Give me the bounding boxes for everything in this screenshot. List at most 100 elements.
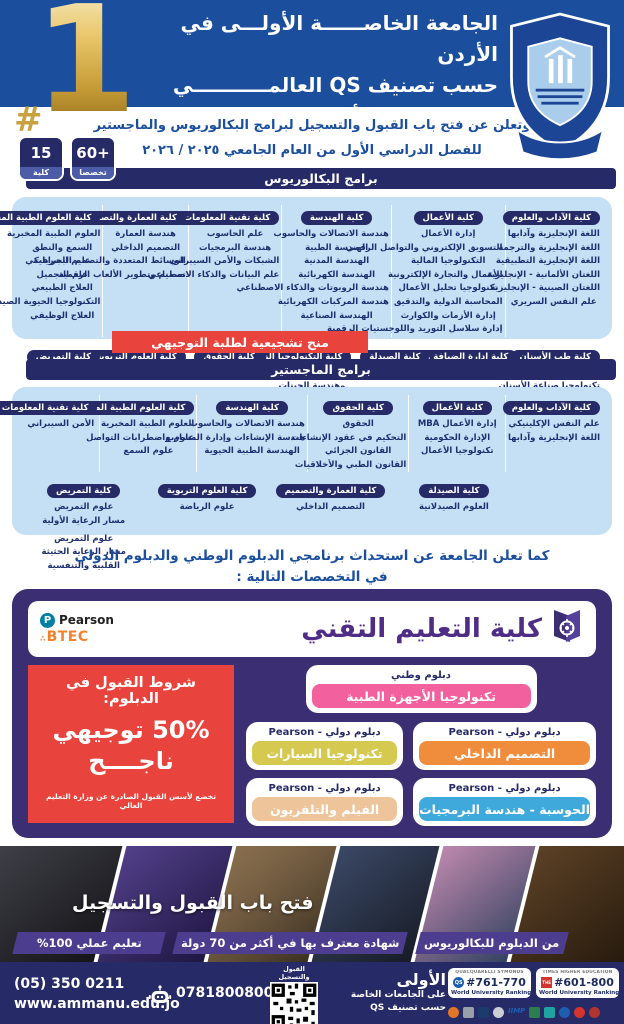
- pearson-btec-logos: P Pearson ∴BTEC: [40, 612, 114, 645]
- rank-hash-icon: #: [14, 100, 43, 140]
- faculty-column: كلية الأعمال إدارة الأعمال MBA الإدارة الح…: [408, 395, 505, 473]
- program-item: علم النفس الإكلينيكي: [508, 419, 600, 429]
- program-item: اللغة الإنجليزية وآدابها: [507, 229, 600, 239]
- national-diploma-program-pill: تكنولوجيا الأجهزة الطبية: [311, 684, 531, 708]
- master-faculties-row2: كلية الصيدلة العلوم الصيدلانية كلية العمار…: [22, 478, 602, 573]
- program-item: هندسة الإنشاءات وإدارة المشاريع: [165, 432, 305, 443]
- photo-strip: فتح باب القبول والتسجيل من الدبلوم للبكا…: [0, 846, 624, 962]
- program-item: القلبية والتنفسية: [47, 560, 120, 571]
- faculty-column: كلية الحقوق الحقوق التحكيم في عقود الإنشاء…: [291, 395, 408, 473]
- technical-college-panel: كلية التعليم التقني P Pearson ∴BTEC شروط…: [12, 589, 612, 838]
- faculty-column: كلية الصيدلة العلوم الصيدلانية: [392, 478, 515, 573]
- faculty-name-pill: كلية العمارة والتصميم: [275, 484, 386, 499]
- faculty-name-pill: كلية العلوم التربوية: [157, 484, 257, 499]
- program-item: السمع والنطق: [32, 242, 93, 253]
- the-org-name: TIMES HIGHER EDUCATION: [542, 970, 613, 975]
- mobile-number[interactable]: 0781800800: [176, 985, 274, 1001]
- qs-rank-value: #761-770: [466, 976, 526, 989]
- program-item: هندسة المركبات الكهربائية: [277, 296, 389, 307]
- faculty-column: كلية الهندسة هندسة الاتصالات والحاسوب الهن…: [236, 205, 391, 337]
- technical-college-icon: [554, 610, 580, 642]
- program-item: اللغة الإنجليزية وآدابها: [507, 432, 600, 443]
- program-item: الإدارة الحكومية: [424, 432, 491, 443]
- qs-logo-icon: QS: [453, 977, 465, 988]
- header-title: الجامعة الخاصــــــة الأولـــى في الأردن…: [128, 8, 498, 163]
- conditions-pass: ناجــــح: [88, 747, 174, 775]
- phone-number[interactable]: (05) 350 0211: [14, 976, 125, 992]
- program-item: القانون الجزائي: [324, 446, 392, 457]
- accreditation-logo: [574, 1007, 586, 1018]
- first-ranking-block: الأولى على الجامعات الخاصة حسب تصنيف QS: [336, 970, 446, 1015]
- diploma-program-pill: التصميم الداخلي: [419, 741, 590, 765]
- program-item: القانون الطبي والأخلاقيات: [294, 459, 407, 470]
- program-item: علوم التمريض: [54, 533, 114, 544]
- pearson-logo-text: Pearson: [59, 612, 114, 627]
- program-item: الأمن السيبراني: [27, 419, 95, 429]
- program-item: الوسائط المتعددة والتصميم الجرافيكي: [25, 256, 186, 267]
- faculty-column: كلية الأعمال إدارة الأعمال التسويق الإلكتر…: [327, 205, 505, 337]
- qs-ranking-card: QUACQUARELLI SYMONDS QS #761-770 World U…: [448, 968, 531, 998]
- program-item: العلوم الطبية المخبرية: [100, 419, 195, 429]
- diploma-type-label: دبلوم دولي - Pearson: [268, 783, 381, 794]
- program-item: المحاسبة الدولية والتدقيق: [393, 296, 503, 307]
- qr-label: القبول والتسجيل: [278, 965, 310, 981]
- world-ranking-badges: QUACQUARELLI SYMONDS QS #761-770 World U…: [448, 968, 619, 998]
- badge-practical-education: تعليم عملي 100%: [12, 932, 167, 954]
- bachelor-programs-panel: كلية الآداب والعلوم اللغة الإنجليزية وآدا…: [0, 197, 612, 391]
- technical-college-header: كلية التعليم التقني P Pearson ∴BTEC: [28, 601, 596, 657]
- faculty-column: كلية الآداب والعلوم اللغة الإنجليزية وآدا…: [487, 205, 603, 337]
- badge-diploma-to-bachelor: من الدبلوم للبكالوريوس: [414, 932, 569, 954]
- faculty-column: كلية تقنية المعلومات الأمن السيبراني: [0, 395, 99, 472]
- faculty-name-pill: كلية الحقوق: [323, 401, 393, 415]
- the-logo-icon: THE: [541, 977, 553, 988]
- program-item: وهندسة الجينات: [273, 380, 352, 394]
- accreditation-logo: [559, 1007, 571, 1018]
- qr-code[interactable]: [270, 982, 318, 1024]
- program-item: العلوم الصيدلانية: [418, 502, 489, 513]
- diploma-program-pill: الفيلم والتلفزيون: [252, 797, 398, 821]
- chatbot-icon: [148, 985, 172, 1003]
- program-item: تصميم وتطوير الألعاب الرقمية: [58, 269, 186, 280]
- header-title-line3: جامعة عمّان الأهليّة تهنئ الطلبة الناجحي…: [187, 104, 498, 159]
- program-item: علم البيانات والذكاء الاصطناعي: [147, 269, 280, 280]
- program-item: التكنولوجيا المالية: [411, 256, 486, 267]
- diploma-type-label: دبلوم دولي - Pearson: [448, 727, 561, 738]
- program-item: علوم التمريض: [54, 502, 114, 513]
- faculty-name-pill: كلية الأعمال: [422, 401, 492, 415]
- program-item: هندسة البرمجيات: [199, 242, 272, 253]
- admission-announcement: وتعلن عن فتح باب القبول والتسجيل لبرامج …: [72, 114, 552, 163]
- bachelor-programs-banner: برامج البكالوريوس: [26, 168, 616, 189]
- website-url[interactable]: www.ammanu.edu.jo: [14, 996, 180, 1013]
- the-rank-label: World University Ranking: [539, 990, 620, 996]
- program-item: التسويق الإلكتروني والتواصل الرقمي: [345, 242, 503, 253]
- program-item: هندسة الروبوتات والذكاء الاصطناعي: [236, 283, 389, 294]
- accreditation-logo: [448, 1007, 459, 1018]
- faculty-name-pill: كلية الهندسة: [216, 401, 288, 415]
- program-item: هندسة الاتصالات والحاسوب: [189, 419, 305, 429]
- header-title-line2: حسب تصنيف QS العالمـــــــــــي: [172, 73, 498, 97]
- diploma-intro-line2: في التخصصات التالية :: [236, 568, 388, 585]
- majors-count-badge: 60+ تخصصا: [70, 136, 116, 181]
- faculty-name-pill: كلية الآداب والعلوم: [502, 211, 600, 225]
- program-item: العلاج الوظيفي: [30, 310, 95, 321]
- btec-logo-text: ∴BTEC: [40, 628, 89, 645]
- diploma-type-label: دبلوم دولي - Pearson: [448, 783, 561, 794]
- international-diploma-grid: دبلوم دولي - Pearson التصميم الداخلي دبلوم…: [246, 722, 596, 826]
- international-diploma-card: دبلوم دولي - Pearson الحوسبة - هندسة البر…: [413, 778, 596, 826]
- program-item: الهندسة المدنية: [304, 256, 370, 267]
- international-diploma-card: دبلوم دولي - Pearson الفيلم والتلفزيون: [246, 778, 404, 826]
- program-item: الهندسة الطبية الحيوية: [204, 446, 300, 457]
- faculty-column: كلية الهندسة هندسة الاتصالات والحاسوب هندس…: [165, 395, 307, 473]
- program-item: علم التجميل: [36, 269, 88, 280]
- program-item: الهندسة الطبية: [305, 242, 369, 253]
- program-item: تكنولوجيا صناعة الأسنان: [498, 380, 600, 394]
- accreditation-logo: [589, 1007, 601, 1018]
- faculty-column: كلية العمارة والتصميم هندسة العمارة التصمي…: [25, 205, 187, 337]
- announcement-line1: وتعلن عن فتح باب القبول والتسجيل لبرامج …: [93, 118, 531, 133]
- program-item: هندسة العمارة: [115, 229, 176, 239]
- program-item: علم النفس السريري: [510, 296, 597, 307]
- accreditation-logo: IIMP: [508, 1007, 526, 1015]
- the-rank-value: #601-800: [554, 976, 614, 989]
